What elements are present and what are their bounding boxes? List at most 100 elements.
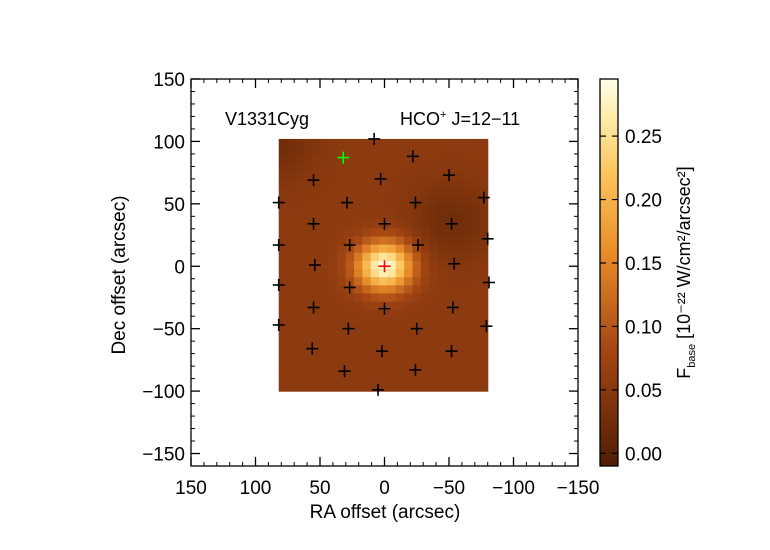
heatmap-cell bbox=[379, 147, 388, 156]
heatmap-cell bbox=[395, 277, 405, 286]
heatmap-cell bbox=[287, 317, 297, 327]
heatmap-cell bbox=[370, 212, 380, 221]
line-label-sup: + bbox=[440, 109, 446, 121]
heatmap-cell bbox=[353, 358, 363, 368]
heatmap-cell bbox=[420, 269, 430, 278]
heatmap-cell bbox=[320, 228, 330, 238]
heatmap-cell bbox=[395, 342, 405, 352]
heatmap-cell bbox=[295, 317, 305, 327]
heatmap-cell bbox=[337, 212, 347, 221]
heatmap-cell bbox=[445, 358, 455, 368]
heatmap-cell bbox=[437, 334, 447, 343]
heatmap-cell bbox=[312, 179, 322, 189]
heatmap-cell bbox=[320, 179, 330, 189]
heatmap-cell bbox=[295, 269, 305, 278]
heatmap-cell bbox=[412, 138, 422, 148]
heatmap-cell bbox=[362, 195, 372, 205]
heatmap-cell bbox=[387, 147, 397, 156]
heatmap-cell bbox=[345, 358, 355, 368]
heatmap-cell bbox=[295, 374, 305, 384]
heatmap-cell bbox=[370, 334, 380, 343]
heatmap-cell bbox=[479, 277, 489, 286]
heatmap-cell bbox=[278, 244, 288, 254]
heatmap-cell bbox=[420, 334, 430, 343]
heatmap-cell bbox=[345, 350, 355, 360]
heatmap-cell bbox=[470, 244, 480, 254]
heatmap-cell bbox=[429, 317, 439, 327]
heatmap-cell bbox=[379, 342, 388, 352]
heatmap-cell bbox=[337, 171, 347, 181]
heatmap-cell bbox=[454, 252, 464, 262]
heatmap-cell bbox=[387, 374, 397, 384]
heatmap-cell bbox=[328, 350, 338, 360]
heatmap-cell bbox=[429, 301, 439, 311]
heatmap-cell bbox=[379, 350, 388, 360]
heatmap-cell bbox=[404, 334, 414, 343]
heatmap-cell bbox=[295, 163, 305, 173]
heatmap-cell bbox=[295, 236, 305, 246]
heatmap-cell bbox=[379, 269, 388, 278]
heatmap-cell bbox=[445, 277, 455, 286]
heatmap-cell bbox=[370, 285, 380, 295]
heatmap-cell bbox=[303, 382, 313, 392]
heatmap-cell bbox=[462, 285, 472, 295]
heatmap-cell bbox=[353, 269, 363, 278]
heatmap-cell bbox=[470, 171, 480, 181]
heatmap-cell bbox=[404, 212, 414, 221]
heatmap-cell bbox=[412, 260, 422, 270]
heatmap-cell bbox=[328, 260, 338, 270]
heatmap-cell bbox=[445, 195, 455, 205]
heatmap-cell bbox=[395, 220, 405, 230]
heatmap-cell bbox=[470, 252, 480, 262]
heatmap-cell bbox=[470, 220, 480, 230]
heatmap-cell bbox=[429, 179, 439, 189]
line-label-prefix: HCO bbox=[400, 109, 440, 129]
heatmap-cell bbox=[295, 187, 305, 197]
heatmap-cell bbox=[387, 326, 397, 335]
heatmap-cell bbox=[462, 195, 472, 205]
heatmap-cell bbox=[395, 374, 405, 384]
heatmap-cell bbox=[353, 260, 363, 270]
heatmap-cell bbox=[337, 163, 347, 173]
heatmap-cell bbox=[362, 342, 372, 352]
heatmap-cell bbox=[479, 342, 489, 352]
heatmap-cell bbox=[295, 326, 305, 335]
heatmap-cell bbox=[479, 147, 489, 156]
heatmap-cell bbox=[454, 212, 464, 221]
heatmap-cell bbox=[470, 138, 480, 148]
heatmap-cell bbox=[387, 163, 397, 173]
heatmap-cell bbox=[353, 252, 363, 262]
colorbar-tick-label: 0.05 bbox=[625, 381, 662, 402]
heatmap-cell bbox=[370, 138, 380, 148]
heatmap-cell bbox=[420, 293, 430, 303]
heatmap-cell bbox=[353, 171, 363, 181]
heatmap-cell bbox=[454, 342, 464, 352]
heatmap-cell bbox=[462, 244, 472, 254]
heatmap-cell bbox=[429, 203, 439, 213]
heatmap-cell bbox=[353, 163, 363, 173]
heatmap-cell bbox=[470, 147, 480, 156]
heatmap-cell bbox=[454, 317, 464, 327]
heatmap-cell bbox=[454, 285, 464, 295]
flux-heatmap bbox=[278, 138, 489, 392]
heatmap-cell bbox=[395, 309, 405, 319]
heatmap-cell bbox=[429, 285, 439, 295]
heatmap-cell bbox=[320, 334, 330, 343]
heatmap-cell bbox=[312, 147, 322, 156]
heatmap-cell bbox=[370, 244, 380, 254]
heatmap-cell bbox=[303, 285, 313, 295]
heatmap-cell bbox=[470, 269, 480, 278]
heatmap-cell bbox=[437, 212, 447, 221]
heatmap-cell bbox=[462, 212, 472, 221]
object-label: V1331Cyg bbox=[225, 109, 309, 129]
heatmap-cell bbox=[278, 317, 288, 327]
heatmap-cell bbox=[479, 366, 489, 376]
heatmap-cell bbox=[362, 285, 372, 295]
heatmap-cell bbox=[379, 366, 388, 376]
heatmap-cell bbox=[412, 252, 422, 262]
plot-frame bbox=[190, 78, 579, 467]
heatmap-cell bbox=[362, 228, 372, 238]
heatmap-cell bbox=[362, 301, 372, 311]
heatmap-cell bbox=[404, 220, 414, 230]
heatmap-cell bbox=[412, 228, 422, 238]
